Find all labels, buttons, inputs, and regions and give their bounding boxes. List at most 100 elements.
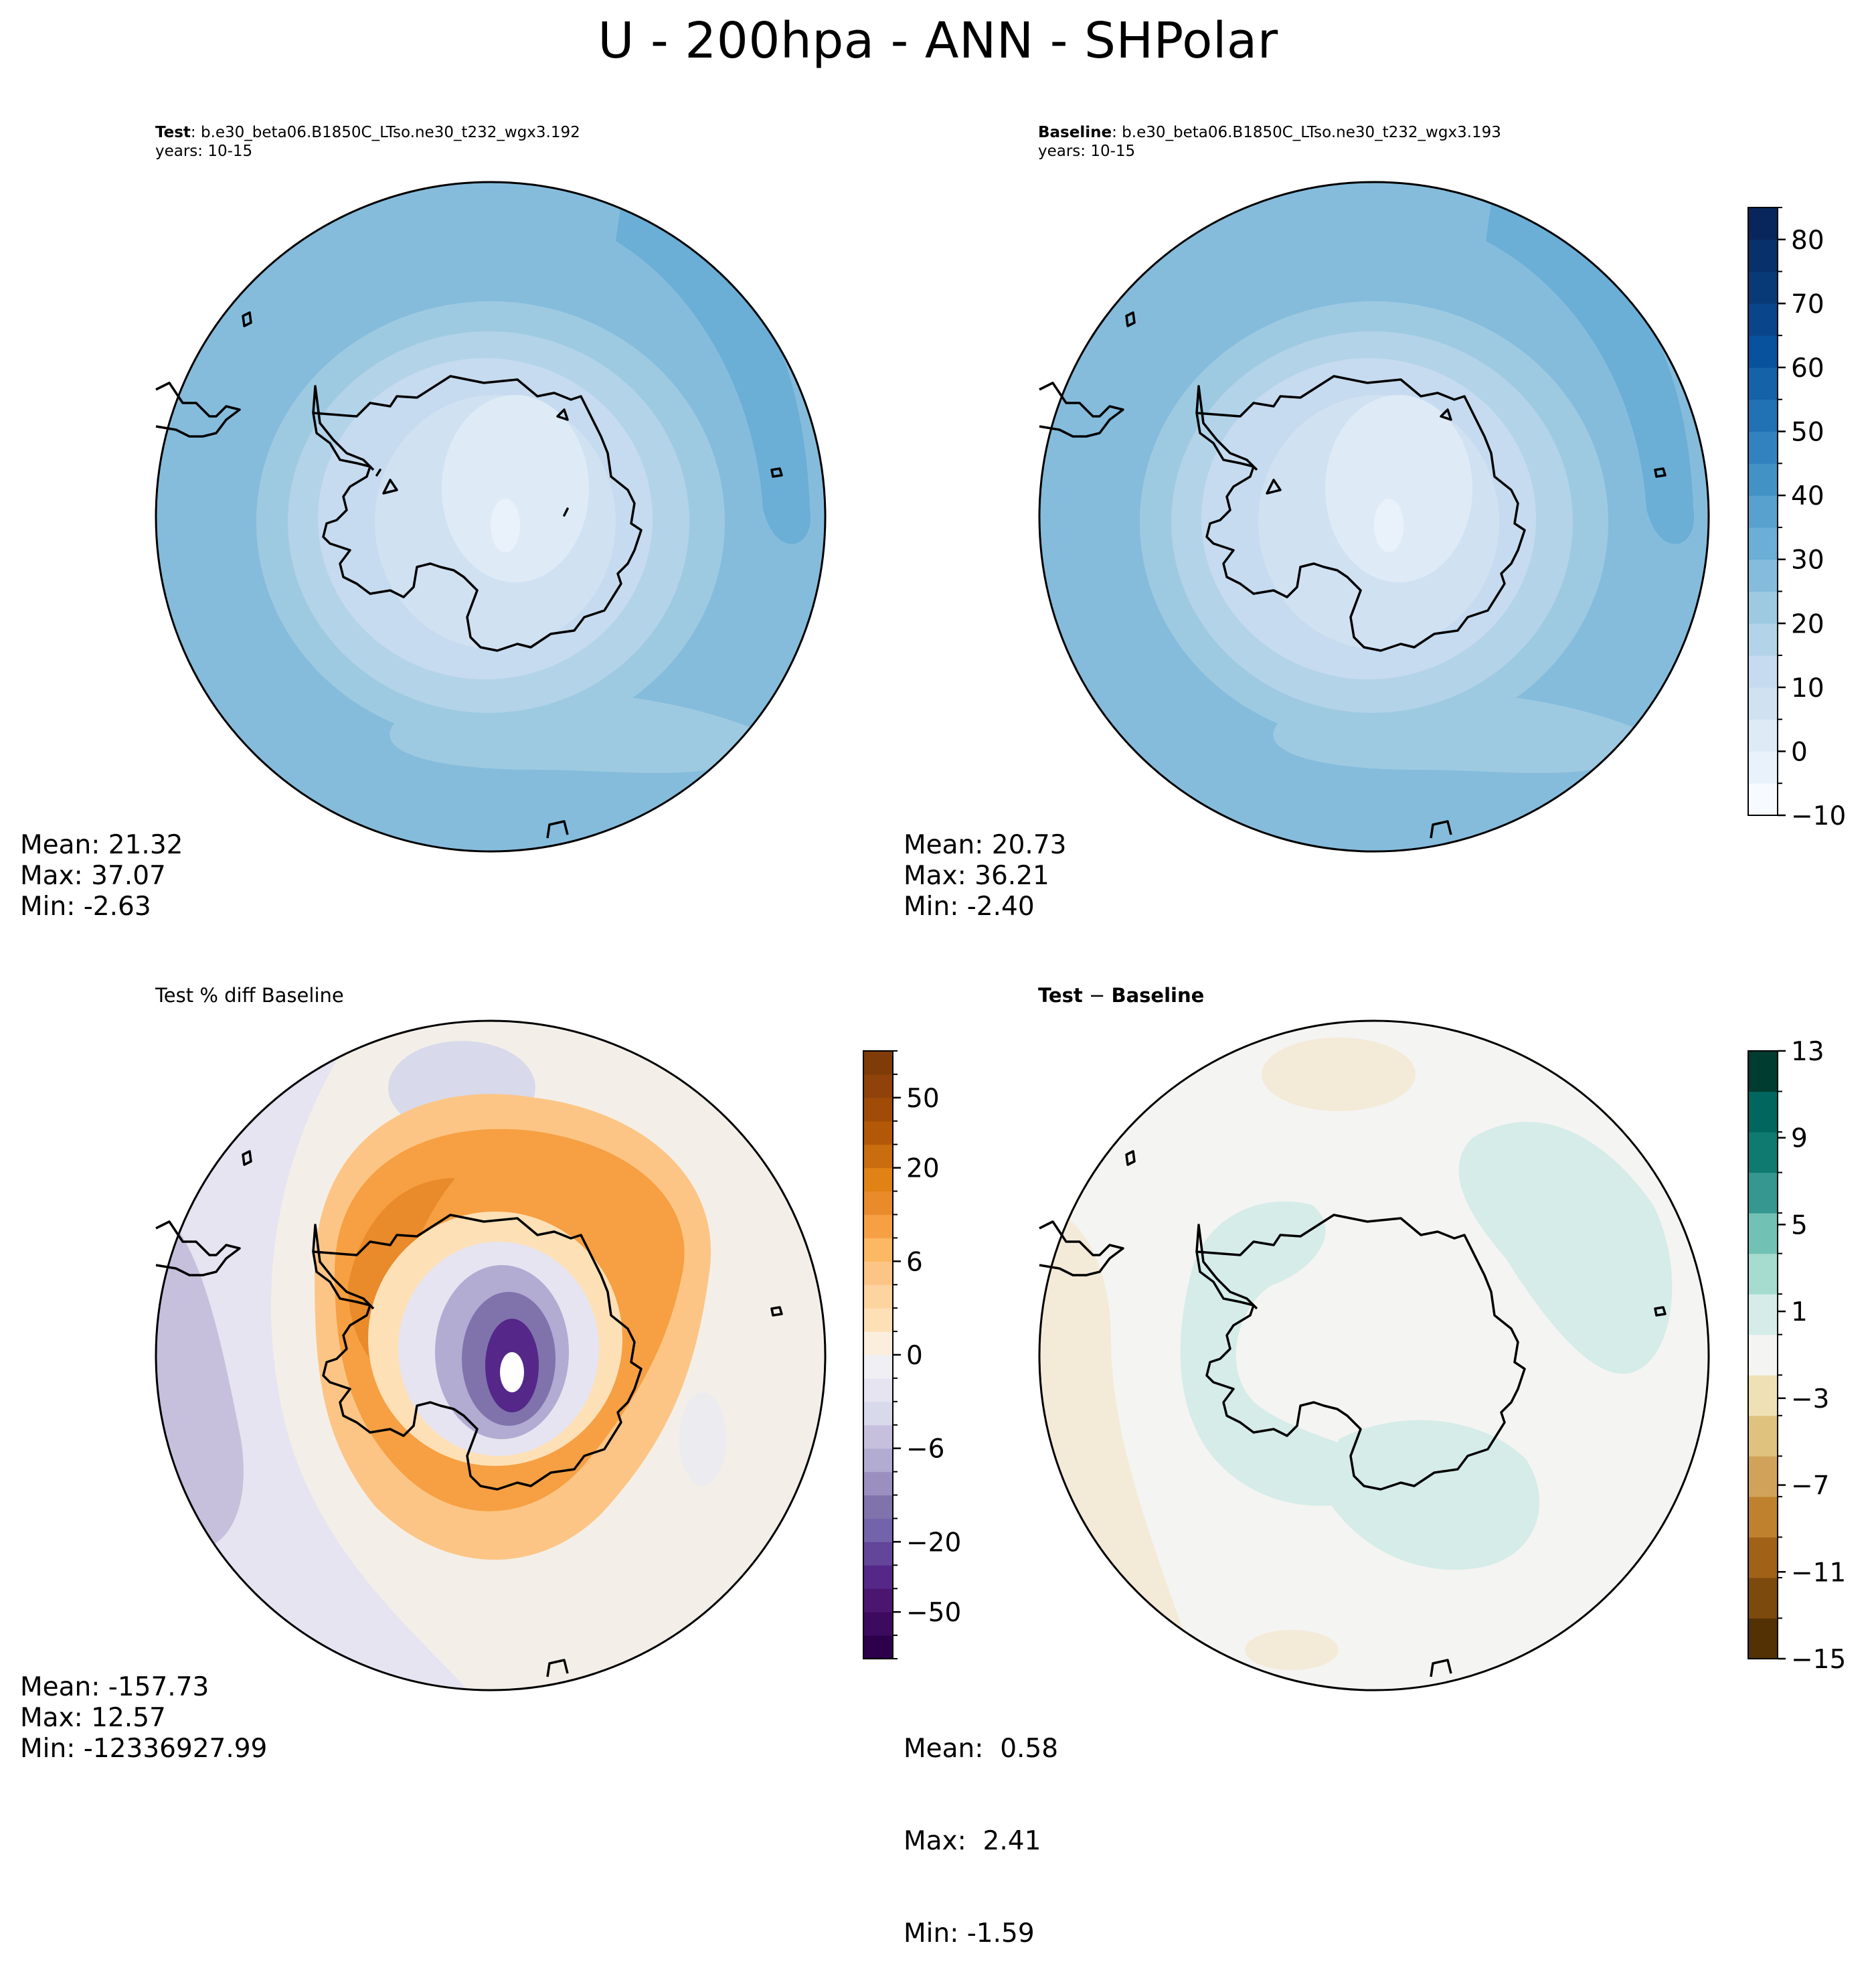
pctdiff-colorbar-swatch bbox=[863, 1612, 893, 1636]
test-case-name: : b.e30_beta06.B1850C_LTso.ne30_t232_wgx… bbox=[190, 124, 580, 141]
test-min: Min: -2.63 bbox=[20, 892, 151, 922]
pctdiff-colorbar-swatch bbox=[863, 1074, 893, 1098]
diff-colorbar-tick-label: −11 bbox=[1791, 1558, 1846, 1588]
diff-max: Max: 2.41 bbox=[904, 1826, 1041, 1856]
pctdiff-colorbar-swatch bbox=[863, 1635, 893, 1659]
pctdiff-colorbar-swatch bbox=[863, 1378, 893, 1402]
pctdiff-colorbar-swatch bbox=[863, 1121, 893, 1145]
diff-colorbar-swatch bbox=[1748, 1091, 1778, 1133]
diff-title-baseline: Baseline bbox=[1111, 984, 1205, 1007]
pctdiff-colorbar-swatch bbox=[863, 1051, 893, 1075]
test-label: Test bbox=[155, 124, 191, 141]
pctdiff-colorbar-swatch bbox=[863, 1238, 893, 1262]
pctdiff-colorbar-tick-label: 50 bbox=[906, 1084, 940, 1114]
pctdiff-colorbar-swatch bbox=[863, 1331, 893, 1355]
pctdiff-colorbar-tick-label: −6 bbox=[906, 1434, 945, 1465]
diff-colorbar-swatch bbox=[1748, 1253, 1778, 1295]
pctdiff-colorbar-swatch bbox=[863, 1285, 893, 1309]
diff-colorbar-tick-label: −7 bbox=[1791, 1471, 1830, 1501]
baseline-panel-title: Baseline: b.e30_beta06.B1850C_LTso.ne30_… bbox=[1038, 123, 1501, 161]
baseline-stats: Mean: 20.73 Max: 36.21 Min: -2.40 bbox=[904, 830, 1066, 922]
baseline-colorbar-swatch bbox=[1748, 655, 1778, 688]
baseline-colorbar-swatch bbox=[1748, 591, 1778, 624]
baseline-max: Max: 36.21 bbox=[904, 861, 1049, 891]
baseline-colorbar-swatch bbox=[1748, 208, 1778, 240]
baseline-colorbar-swatch bbox=[1748, 367, 1778, 400]
figure-title: U - 200hpa - ANN - SHPolar bbox=[598, 12, 1278, 70]
pctdiff-mean: Mean: -157.73 bbox=[20, 1672, 209, 1702]
baseline-colorbar-tick-label: 80 bbox=[1791, 226, 1824, 256]
pctdiff-max: Max: 12.57 bbox=[20, 1703, 166, 1733]
diff-colorbar-swatch bbox=[1748, 1496, 1778, 1538]
test-field-band-0-5 bbox=[491, 499, 520, 552]
diff-field-neg-north bbox=[1262, 1038, 1416, 1111]
baseline-colorbar-tick-label: 30 bbox=[1791, 546, 1824, 576]
pctdiff-colorbar: −50 −20 −6 0 6 20 50 bbox=[863, 1050, 961, 1659]
diff-colorbar-tick-label: 1 bbox=[1791, 1297, 1808, 1327]
pctdiff-colorbar-swatch bbox=[863, 1191, 893, 1215]
diff-colorbar-swatch bbox=[1748, 1577, 1778, 1619]
diff-colorbar-tick-label: −3 bbox=[1791, 1384, 1830, 1414]
baseline-field-jet-max bbox=[1486, 194, 1695, 544]
baseline-colorbar-swatch bbox=[1748, 495, 1778, 528]
diff-min: Min: -1.59 bbox=[904, 1918, 1035, 1949]
diff-colorbar-swatch bbox=[1748, 1456, 1778, 1497]
baseline-colorbar-swatch bbox=[1748, 239, 1778, 272]
baseline-colorbar-swatch bbox=[1748, 303, 1778, 336]
pctdiff-colorbar-swatch bbox=[863, 1471, 893, 1496]
pctdiff-colorbar-swatch bbox=[863, 1355, 893, 1379]
pctdiff-colorbar-tick-label: −20 bbox=[906, 1528, 961, 1558]
test-stats: Mean: 21.32 Max: 37.07 Min: -2.63 bbox=[20, 830, 183, 922]
baseline-colorbar-tick-label: 10 bbox=[1791, 673, 1824, 704]
pctdiff-colorbar-tick-label: 0 bbox=[906, 1341, 923, 1371]
diff-colorbar: −15 −11 −7 −3 1 5 9 13 bbox=[1747, 1037, 1846, 1675]
baseline-case-name: : b.e30_beta06.B1850C_LTso.ne30_t232_wgx… bbox=[1112, 124, 1501, 141]
diff-mean: Mean: 0.58 bbox=[904, 1734, 1059, 1764]
pctdiff-colorbar-tick-label: −50 bbox=[906, 1598, 961, 1628]
pctdiff-map bbox=[155, 1019, 827, 1692]
pctdiff-stats: Mean: -157.73 Max: 12.57 Min: -12336927.… bbox=[20, 1672, 267, 1764]
pctdiff-colorbar-swatch bbox=[863, 1542, 893, 1566]
baseline-colorbar-tick-label: −10 bbox=[1791, 801, 1846, 831]
pctdiff-colorbar-swatch bbox=[863, 1448, 893, 1473]
diff-colorbar-swatch bbox=[1748, 1375, 1778, 1416]
diff-colorbar-swatch bbox=[1748, 1294, 1778, 1335]
diff-field-pos-east bbox=[1458, 1122, 1673, 1374]
test-map bbox=[155, 181, 827, 853]
pctdiff-colorbar-swatch bbox=[863, 1518, 893, 1542]
baseline-colorbar-swatch bbox=[1748, 463, 1778, 496]
diff-colorbar-swatch bbox=[1748, 1415, 1778, 1457]
test-years: years: 10-15 bbox=[155, 143, 253, 160]
test-field-band-5-10 bbox=[442, 395, 589, 582]
pctdiff-colorbar-tick-label: 6 bbox=[906, 1247, 923, 1277]
baseline-colorbar-tick-label: 70 bbox=[1791, 289, 1824, 319]
baseline-colorbar-tick-label: 50 bbox=[1791, 418, 1824, 448]
baseline-map bbox=[1038, 181, 1710, 853]
diff-field-pos-west bbox=[1180, 1201, 1384, 1506]
diff-colorbar-tick-label: −15 bbox=[1791, 1645, 1846, 1675]
pctdiff-colorbar-swatch bbox=[863, 1424, 893, 1449]
baseline-colorbar-swatch bbox=[1748, 271, 1778, 304]
baseline-colorbar: −10 0 10 20 30 40 50 60 70 80 bbox=[1747, 207, 1846, 831]
baseline-field-band-5-10 bbox=[1325, 395, 1472, 582]
diff-colorbar-swatch bbox=[1748, 1172, 1778, 1214]
diff-colorbar-tick-label: 9 bbox=[1791, 1124, 1808, 1154]
diff-colorbar-tick-label: 5 bbox=[1791, 1210, 1808, 1240]
diff-map bbox=[1038, 1019, 1710, 1692]
test-panel-title: Test: b.e30_beta06.B1850C_LTso.ne30_t232… bbox=[155, 123, 580, 161]
diff-colorbar-swatch bbox=[1748, 1132, 1778, 1173]
diff-colorbar-swatch bbox=[1748, 1334, 1778, 1376]
pctdiff-colorbar-swatch bbox=[863, 1144, 893, 1169]
baseline-colorbar-swatch bbox=[1748, 399, 1778, 432]
pctdiff-colorbar-swatch bbox=[863, 1308, 893, 1332]
pctdiff-colorbar-swatch bbox=[863, 1214, 893, 1238]
pctdiff-colorbar-swatch bbox=[863, 1495, 893, 1519]
baseline-colorbar-swatch bbox=[1748, 559, 1778, 592]
diff-title-operator: − bbox=[1082, 984, 1112, 1007]
diff-colorbar-swatch bbox=[1748, 1051, 1778, 1092]
pctdiff-colorbar-swatch bbox=[863, 1588, 893, 1613]
baseline-colorbar-swatch bbox=[1748, 623, 1778, 656]
pctdiff-min: Min: -12336927.99 bbox=[20, 1734, 268, 1764]
baseline-colorbar-tick-label: 0 bbox=[1791, 737, 1808, 767]
